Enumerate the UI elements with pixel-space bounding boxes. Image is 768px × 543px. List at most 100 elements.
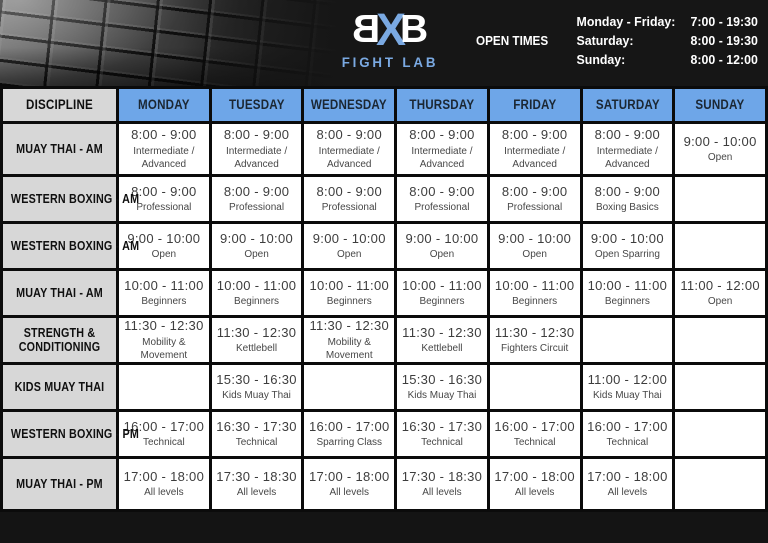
bxb-logo: BXB FIGHT LAB [328, 7, 452, 69]
class-detail: Open [429, 249, 455, 261]
schedule-cell: 9:00 - 10:00 Open [394, 221, 490, 271]
schedule-cell: 17:30 - 18:30 All levels [394, 456, 490, 512]
schedule-cell: 11:00 - 12:00 Open [672, 268, 768, 318]
class-detail: Technical [143, 437, 185, 449]
day-header-cell: THURSDAY [394, 86, 490, 124]
class-time: 11:30 - 12:30 [494, 324, 575, 340]
class-time: 9:00 - 10:00 [312, 230, 386, 246]
class-detail: Technical [606, 437, 649, 449]
schedule-cell: 8:00 - 9:00 Intermediate / Advanced [579, 121, 676, 177]
header-row: DISCIPLINE MONDAY TUESDAY WEDNESDAY THURSDAY… [0, 86, 768, 124]
discipline-cell: MUAY THAI - AM [0, 268, 119, 318]
discipline-cell: STRENGTH & CONDITIONING [0, 315, 119, 365]
class-time: 8:00 - 9:00 [409, 127, 475, 143]
schedule-cell: 17:00 - 18:00 All levels [301, 456, 398, 512]
class-time: 16:30 - 17:30 [216, 418, 297, 434]
open-times-grid: Monday - Friday: 7:00 - 19:30 Saturday: … [577, 14, 758, 67]
schedule-cell: 16:00 - 17:00 Technical [486, 409, 583, 459]
class-detail: Intermediate / Advanced [133, 145, 195, 170]
day-header-cell: FRIDAY [486, 86, 583, 124]
schedule-cell [486, 362, 583, 412]
open-times-days: Saturday: [576, 33, 634, 48]
class-time: 10:00 - 11:00 [494, 277, 575, 293]
schedule-cell [672, 174, 768, 224]
page-header: BXB FIGHT LAB OPEN TIMES Monday - Friday… [0, 0, 768, 86]
discipline-label: MUAY THAI - PM [16, 476, 103, 491]
class-time: 11:30 - 12:30 [216, 324, 297, 340]
discipline-label: WESTERN BOXING - PM [10, 426, 140, 441]
open-times-hours: 8:00 - 19:30 [690, 33, 758, 48]
schedule-cell: 15:30 - 16:30 Kids Muay Thai [208, 362, 305, 412]
class-detail: Kettlebell [421, 343, 463, 355]
discipline-cell: WESTERN BOXING - AM [0, 174, 140, 224]
class-time: 9:00 - 10:00 [405, 230, 479, 246]
schedule-cell: 16:00 - 17:00 Technical [579, 409, 676, 459]
bxb-logo-text: BXB [328, 7, 452, 52]
day-header-label: MONDAY [138, 97, 190, 113]
class-detail: Boxing Basics [595, 202, 659, 214]
schedule-cell: 11:30 - 12:30 Mobility & Movement [301, 315, 398, 365]
schedule-cell: 17:30 - 18:30 All levels [208, 456, 305, 512]
open-times-hours: 8:00 - 12:00 [690, 52, 758, 67]
schedule-row: MUAY THAI - AM 10:00 - 11:00 Beginners 10:0… [0, 268, 768, 318]
schedule-row: WESTERN BOXING - PM 16:00 - 17:00 Technica… [0, 409, 768, 459]
schedule-row: KIDS MUAY THAI 15:30 - 16:30 Kids Muay Tha… [0, 362, 768, 412]
class-time: 8:00 - 9:00 [594, 127, 661, 143]
class-time: 17:30 - 18:30 [216, 468, 297, 484]
open-times-label: OPEN TIMES [475, 33, 549, 48]
class-time: 8:00 - 9:00 [501, 183, 568, 199]
class-detail: All levels [607, 487, 648, 499]
discipline-cell: WESTERN BOXING - AM [0, 221, 140, 271]
class-detail: Intermediate / Advanced [225, 145, 288, 170]
class-detail: Professional [136, 202, 192, 214]
class-time: 11:30 - 12:30 [124, 318, 204, 334]
day-header-cell: SUNDAY [672, 86, 768, 124]
discipline-label: WESTERN BOXING - AM [10, 238, 140, 253]
discipline-cell: MUAY THAI - AM [0, 121, 119, 177]
class-detail: Kids Muay Thai [222, 390, 291, 402]
discipline-label: WESTERN BOXING - AM [10, 191, 140, 206]
class-time: 8:00 - 9:00 [223, 127, 290, 143]
schedule-cell: 8:00 - 9:00 Boxing Basics [579, 174, 676, 224]
schedule-cell: 15:30 - 16:30 Kids Muay Thai [394, 362, 490, 412]
schedule-cell: 9:00 - 10:00 Open [672, 121, 768, 177]
schedule-cell: 10:00 - 11:00 Beginners [116, 268, 212, 318]
class-detail: All levels [236, 487, 277, 499]
schedule-cell: 10:00 - 11:00 Beginners [208, 268, 305, 318]
discipline-label: STRENGTH & CONDITIONING [18, 325, 101, 354]
class-detail: All levels [144, 487, 184, 499]
schedule-cell [579, 315, 676, 365]
logo-letter-b: B [400, 8, 428, 51]
discipline-label: MUAY THAI - AM [16, 141, 103, 156]
class-time: 8:00 - 9:00 [409, 183, 475, 199]
class-time: 9:00 - 10:00 [127, 230, 201, 246]
discipline-label: MUAY THAI - AM [16, 285, 103, 300]
schedule-cell: 9:00 - 10:00 Open Sparring [579, 221, 676, 271]
schedule-cell: 8:00 - 9:00 Professional [116, 174, 212, 224]
class-time: 10:00 - 11:00 [309, 277, 390, 293]
day-header-label: SATURDAY [595, 97, 660, 113]
discipline-cell: WESTERN BOXING - PM [0, 409, 140, 459]
class-time: 9:00 - 10:00 [498, 230, 572, 246]
schedule-cell: 8:00 - 9:00 Professional [486, 174, 583, 224]
class-time: 11:30 - 12:30 [402, 324, 482, 340]
schedule-cell: 11:30 - 12:30 Fighters Circuit [486, 315, 583, 365]
schedule-table-body: MUAY THAI - AM 8:00 - 9:00 Intermediate / … [0, 121, 768, 512]
schedule-cell [672, 362, 768, 412]
open-times-hours: 7:00 - 19:30 [690, 14, 758, 29]
class-time: 9:00 - 10:00 [683, 133, 757, 149]
class-time: 11:00 - 12:00 [587, 371, 668, 387]
class-time: 8:00 - 9:00 [316, 183, 382, 199]
discipline-cell: MUAY THAI - PM [0, 456, 119, 512]
class-time: 16:30 - 17:30 [401, 418, 483, 434]
open-times-panel: OPEN TIMES Monday - Friday: 7:00 - 19:30… [472, 14, 758, 67]
class-detail: Kids Muay Thai [592, 390, 662, 402]
class-detail: All levels [514, 487, 555, 499]
schedule-cell: 10:00 - 11:00 Beginners [486, 268, 583, 318]
class-detail: Kids Muay Thai [407, 390, 477, 402]
day-header-cell: SATURDAY [579, 86, 676, 124]
fight-lab-subtitle: FIGHT LAB [341, 54, 439, 70]
class-detail: Technical [421, 437, 463, 449]
class-detail: Beginners [326, 296, 372, 308]
day-header-label: FRIDAY [513, 97, 557, 113]
